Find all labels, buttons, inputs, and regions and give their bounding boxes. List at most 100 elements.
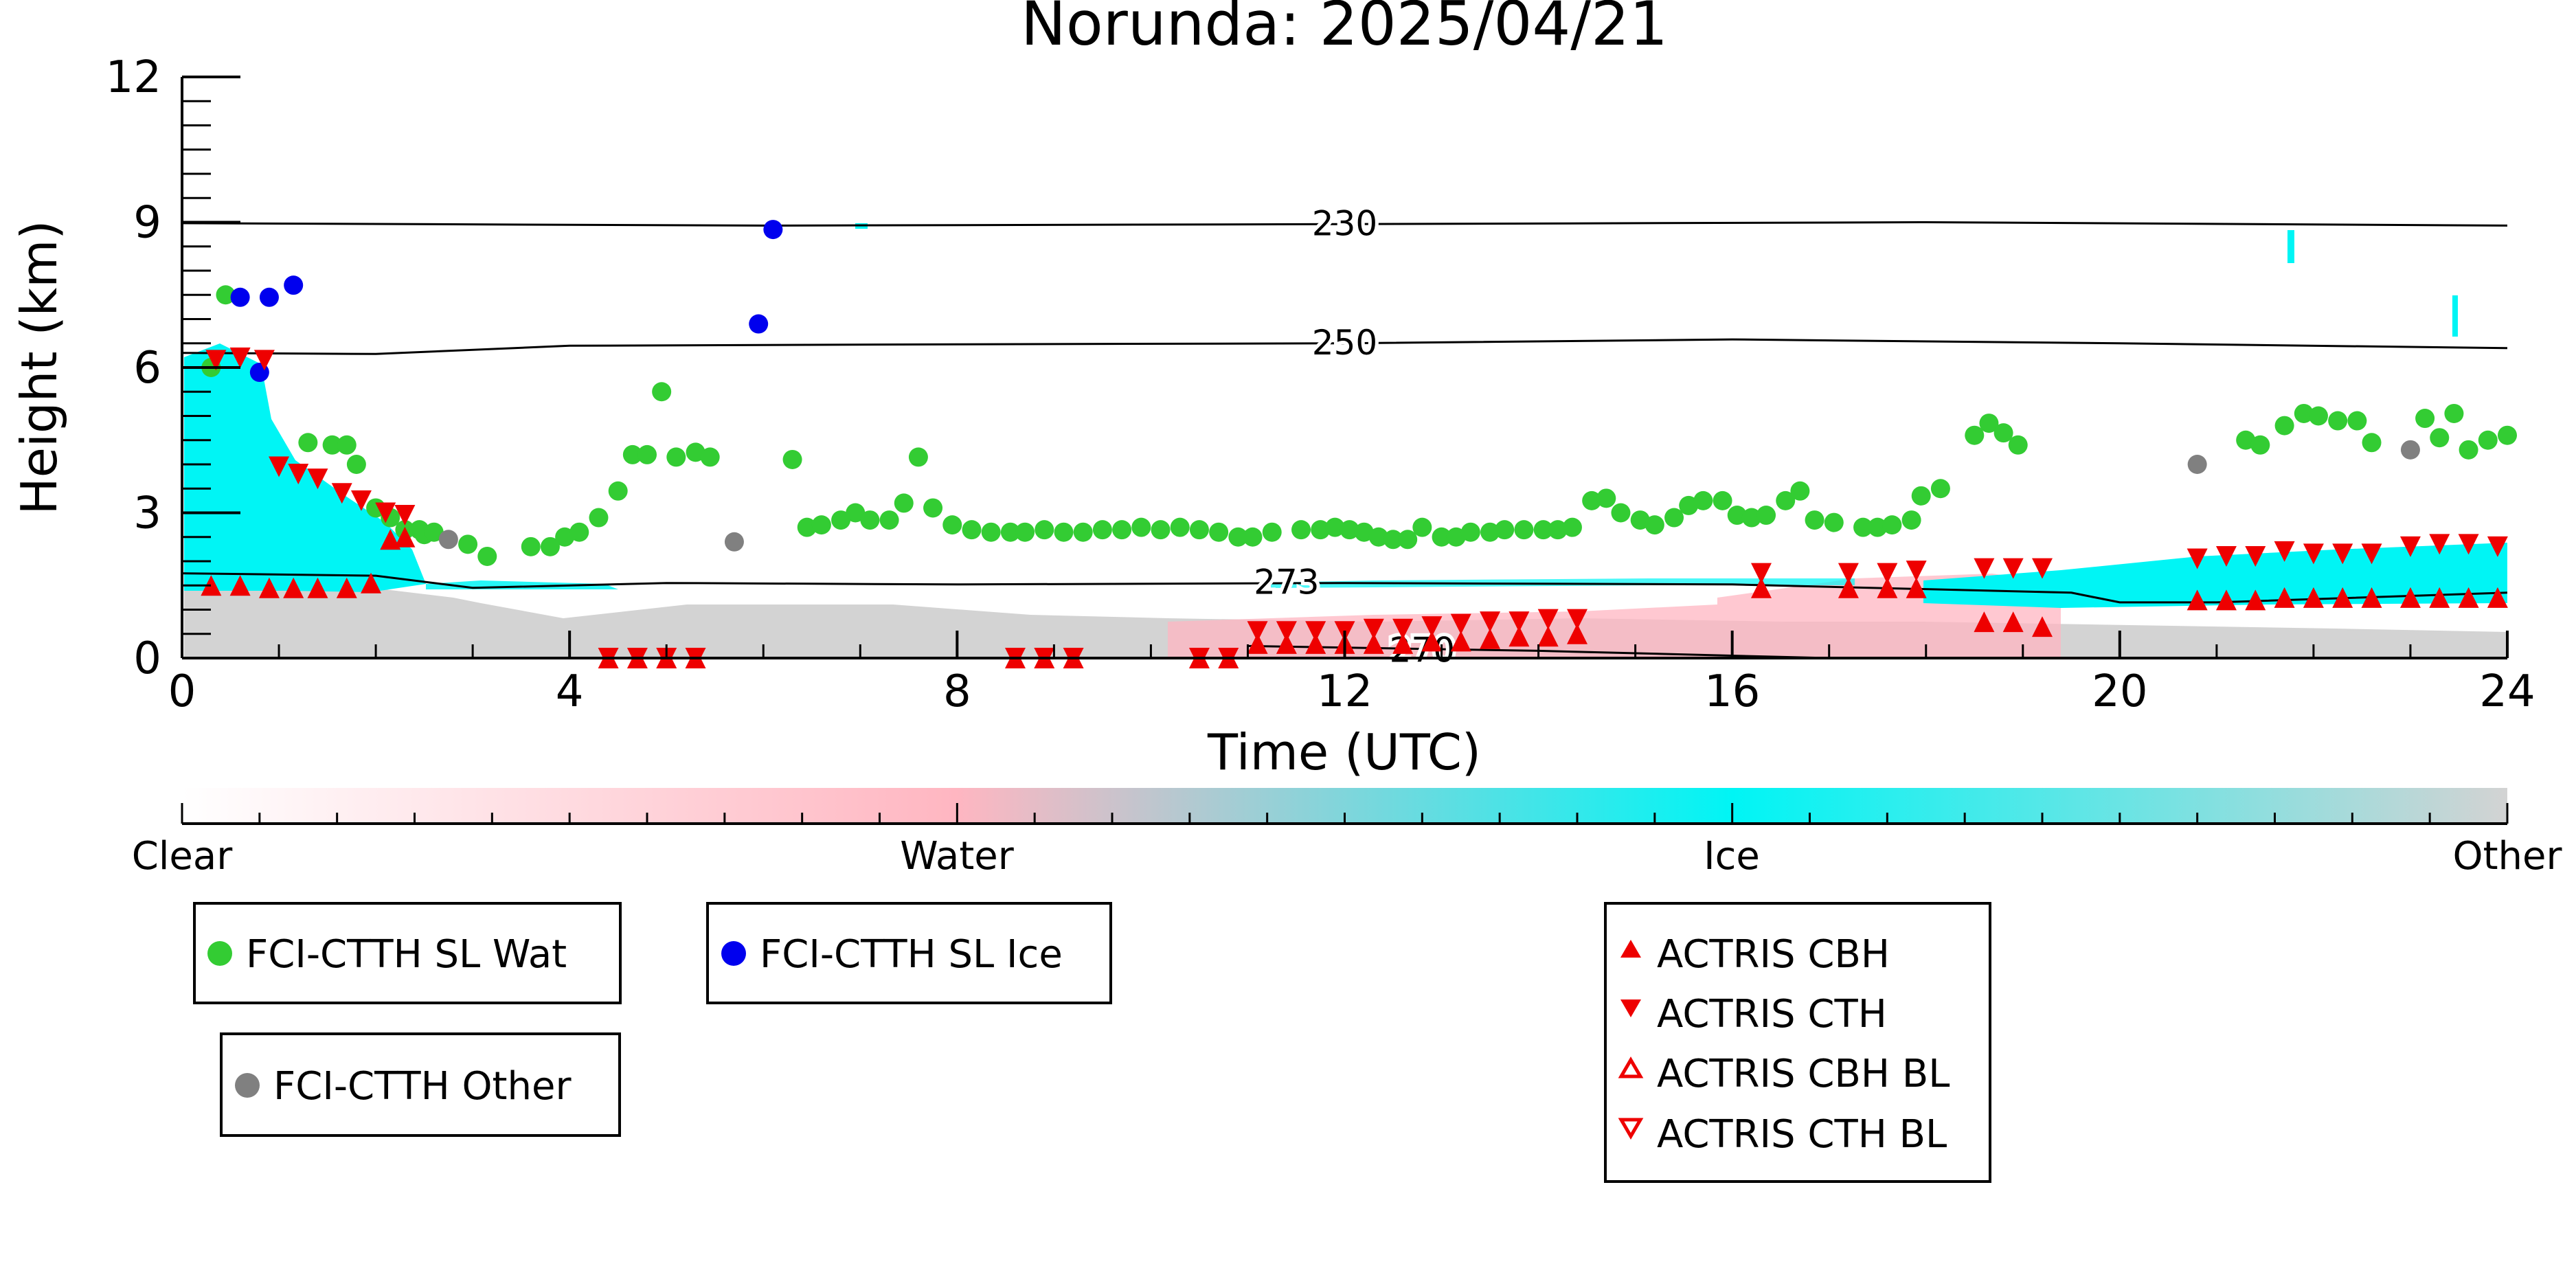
marker-fci-ctth-sl-wat	[1611, 503, 1631, 523]
marker-fci-ctth-sl-wat	[1853, 517, 1873, 537]
marker-actris-cbh	[2245, 589, 2266, 611]
marker-actris-cth	[2215, 545, 2237, 567]
marker-fci-ctth-sl-wat	[2294, 403, 2314, 423]
marker-fci-ctth-sl-wat	[2274, 416, 2294, 436]
legend-label-actris-cbh-bl: ACTRIS CBH BL	[1657, 1052, 1950, 1096]
marker-fci-ctth-sl-wat	[2362, 433, 2382, 453]
legend-marker-actris-cth	[1620, 999, 1641, 1017]
marker-fci-ctth-sl-wat	[1209, 522, 1229, 542]
marker-fci-ctth-sl-wat	[1901, 510, 1921, 530]
legend-marker-fci-other	[235, 1073, 260, 1098]
cloud-mask-water	[1168, 605, 2061, 658]
marker-actris-cbh	[1450, 631, 1471, 652]
marker-fci-ctth-sl-wat	[879, 510, 899, 530]
marker-fci-ctth-sl-wat	[1930, 479, 1950, 499]
marker-fci-ctth-sl-wat	[1460, 522, 1480, 542]
marker-actris-cth	[2332, 543, 2353, 565]
marker-fci-ctth-sl-wat	[1805, 510, 1824, 530]
marker-actris-cth	[2187, 548, 2208, 569]
marker-actris-cbh	[336, 577, 357, 598]
marker-fci-ctth-sl-wat	[1533, 520, 1553, 540]
marker-fci-ctth-sl-wat	[1092, 520, 1112, 540]
marker-actris-cbh	[307, 577, 328, 598]
marker-fci-ctth-sl-wat	[1756, 506, 1776, 526]
marker-actris-cth	[1247, 621, 1268, 642]
colorbar-label-other: Other	[2452, 834, 2562, 879]
marker-fci-ctth-sl-wat	[831, 510, 851, 530]
marker-fci-ctth-sl-wat	[589, 508, 609, 528]
marker-fci-ctth-sl-wat	[1368, 527, 1388, 547]
marker-fci-ctth-sl-wat	[1548, 520, 1568, 540]
axis-ticks: 0 4 8 12 16 20 24 0 3 6 9 12	[106, 52, 2535, 717]
marker-fci-ctth-sl-wat	[782, 449, 802, 469]
y-tick-label: 3	[133, 488, 161, 539]
marker-actris-cbh	[1906, 577, 1927, 598]
marker-actris-cth	[1906, 561, 1927, 582]
marker-fci-ctth-sl-wat	[477, 546, 497, 566]
marker-actris-cbh	[1247, 633, 1268, 654]
marker-fci-ctth-sl-wat	[1495, 520, 1515, 540]
y-tick-label: 9	[133, 198, 161, 249]
colorbar-ticks	[181, 803, 2509, 824]
marker-fci-ctth-sl-wat	[1311, 520, 1331, 540]
marker-fci-ctth-sl-wat	[1151, 520, 1171, 540]
marker-fci-ctth-other	[2400, 440, 2420, 460]
marker-fci-ctth-sl-wat	[1054, 522, 1074, 542]
marker-fci-ctth-sl-wat	[622, 444, 642, 464]
x-tick-label: 4	[556, 666, 584, 717]
marker-actris-cbh	[1421, 631, 1443, 652]
x-tick-label: 0	[168, 666, 196, 717]
y-tick-label: 6	[133, 343, 161, 394]
marker-fci-ctth-sl-wat	[1979, 414, 1999, 433]
marker-fci-ctth-sl-wat	[1073, 522, 1093, 542]
legend-marker-actris-cth-bl	[1618, 1118, 1644, 1140]
marker-actris-cth	[350, 490, 372, 511]
marker-actris-cbh	[201, 575, 222, 596]
marker-fci-ctth-sl-wat	[2459, 440, 2478, 460]
marker-actris-cth	[2361, 543, 2382, 565]
marker-actris-cbh	[2487, 587, 2508, 608]
marker-actris-cth	[2399, 536, 2421, 557]
marker-actris-cbh	[1567, 623, 1588, 644]
marker-fci-ctth-sl-wat	[846, 503, 866, 523]
marker-fci-ctth-sl-wat	[1727, 506, 1747, 526]
marker-fci-ctth-sl-wat	[1189, 520, 1209, 540]
marker-fci-ctth-sl-wat	[1354, 522, 1374, 542]
marker-fci-ctth-sl-wat	[298, 433, 318, 453]
marker-fci-ctth-sl-wat	[1340, 520, 1359, 540]
contour-230	[182, 221, 2507, 227]
marker-fci-ctth-sl-wat	[1679, 495, 1699, 515]
marker-fci-ctth-sl-wat	[1824, 512, 1844, 532]
marker-fci-ctth-sl-wat	[1262, 522, 1282, 542]
marker-actris-cbh	[1974, 611, 1995, 633]
marker-actris-cbh	[2429, 587, 2450, 608]
marker-fci-ctth-sl-wat	[1291, 520, 1311, 540]
marker-fci-ctth-sl-wat	[962, 520, 982, 540]
marker-actris-cbh	[1509, 626, 1530, 647]
marker-fci-ctth-sl-wat	[652, 382, 672, 402]
marker-fci-ctth-sl-wat	[555, 527, 575, 547]
contour-label-250: 250	[1312, 323, 1377, 363]
marker-actris-cth	[1450, 613, 1471, 635]
legend-marker-fci-wat	[207, 941, 232, 966]
marker-actris-cth	[2429, 534, 2450, 555]
marker-actris-cth	[1838, 563, 1859, 584]
marker-actris-cth	[253, 350, 275, 371]
marker-actris-cth	[269, 456, 290, 477]
contour-label-273: 273	[1254, 563, 1319, 602]
marker-actris-cbh	[2215, 589, 2237, 611]
marker-fci-ctth-sl-ice	[763, 220, 783, 240]
marker-fci-ctth-sl-wat	[424, 522, 444, 542]
marker-actris-cbh	[1877, 577, 1898, 598]
marker-fci-ctth-sl-wat	[458, 534, 478, 554]
marker-fci-ctth-sl-wat	[666, 447, 686, 467]
marker-fci-ctth-sl-wat	[1432, 527, 1451, 547]
marker-fci-ctth-sl-wat	[1741, 508, 1761, 528]
chart-title: Norunda: 2025/04/21	[1021, 0, 1668, 59]
marker-fci-ctth-sl-wat	[540, 536, 560, 556]
legend-box	[220, 1032, 621, 1137]
marker-actris-cbh	[2361, 587, 2382, 608]
marker-fci-ctth-sl-wat	[797, 517, 817, 537]
marker-fci-ctth-sl-wat	[608, 481, 628, 501]
